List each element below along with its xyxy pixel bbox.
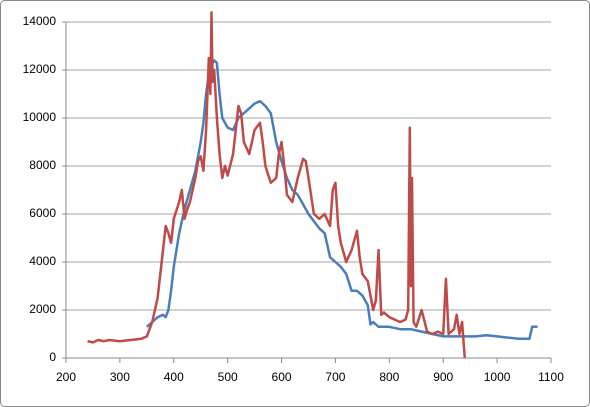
y-tick-label: 4000: [29, 254, 56, 268]
y-tick-label: 2000: [29, 302, 56, 316]
y-tick-label: 8000: [29, 158, 56, 172]
x-tick-label: 500: [218, 370, 238, 384]
y-tick-label: 14000: [23, 14, 57, 28]
axes: 0 2000 4000 6000 8000 10000 12000 14000 200 300 40…: [23, 14, 565, 384]
x-tick-label: 300: [110, 370, 130, 384]
x-tick-label: 400: [164, 370, 184, 384]
y-tick-label: 12000: [23, 62, 57, 76]
x-tick-label: 700: [325, 370, 345, 384]
plot: [87, 11, 538, 359]
y-tick-label: 10000: [23, 110, 57, 124]
x-tick-label: 600: [272, 370, 292, 384]
x-tick-label: 1000: [484, 370, 511, 384]
x-tick-label: 900: [433, 370, 453, 384]
grid: [66, 21, 551, 359]
x-tick-label: 1100: [538, 370, 564, 384]
y-tick-label: 6000: [29, 206, 56, 220]
series-line: [87, 11, 467, 359]
x-tick-label: 800: [379, 370, 399, 384]
y-tick-label: 0: [49, 350, 56, 364]
x-tick-label: 200: [56, 370, 76, 384]
